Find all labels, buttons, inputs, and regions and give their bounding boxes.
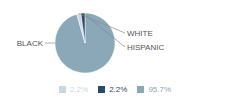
svg-text:BLACK: BLACK	[17, 39, 44, 48]
svg-text:HISPANIC: HISPANIC	[127, 43, 164, 52]
svg-text:WHITE: WHITE	[127, 29, 153, 38]
html-text:2.2%: 2.2%	[69, 85, 89, 94]
html-text:2.2%: 2.2%	[109, 85, 128, 94]
html-text:95.7%: 95.7%	[148, 85, 172, 94]
